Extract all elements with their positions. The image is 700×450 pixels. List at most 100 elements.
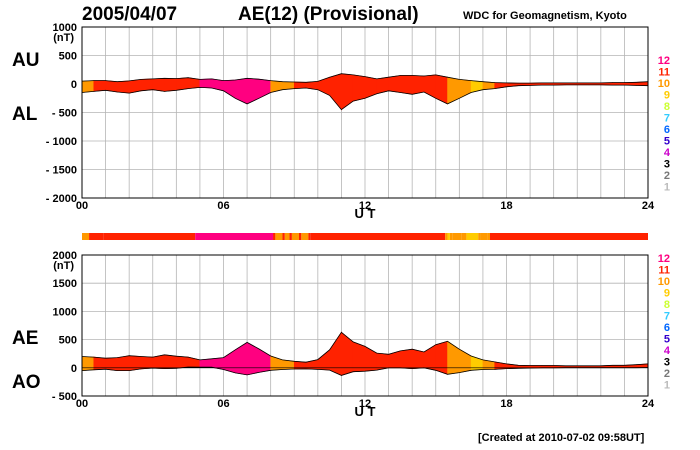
area-segment <box>400 75 413 95</box>
area-segment <box>341 73 354 111</box>
area-segment <box>93 80 106 92</box>
x-tick-label: 24 <box>642 200 655 212</box>
area-segment <box>164 77 177 92</box>
y-tick-label: - 1500 <box>46 165 77 177</box>
legend-label-8: 8 <box>664 299 670 311</box>
area-segment <box>246 77 260 105</box>
y-tick-label: - 500 <box>52 391 77 403</box>
legend-label-6: 6 <box>664 124 670 136</box>
x-tick-label: 12 <box>359 398 371 410</box>
legend-label-3: 3 <box>664 357 670 369</box>
area-segment <box>435 74 448 105</box>
legend-label-12: 12 <box>658 253 670 265</box>
y-tick-label: - 2000 <box>46 193 77 205</box>
area-segment <box>317 349 330 371</box>
area-segment <box>447 340 460 375</box>
x-tick-label: 18 <box>500 398 512 410</box>
area-segment <box>117 355 130 371</box>
legend-label-6: 6 <box>664 322 670 334</box>
legend-label-1: 1 <box>664 380 670 392</box>
activity-segment <box>452 233 462 240</box>
area-segment <box>81 356 95 371</box>
legend-label-10: 10 <box>658 78 670 90</box>
x-tick-label: 18 <box>500 200 512 212</box>
activity-segment <box>289 233 292 240</box>
x-axis-title: U T <box>355 404 376 419</box>
area-segment <box>152 77 165 92</box>
x-tick-label: 12 <box>359 200 371 212</box>
area-segment <box>411 75 425 95</box>
legend-label-4: 4 <box>664 345 671 357</box>
y-tick-label: 1500 <box>53 278 77 290</box>
legend-label-9: 9 <box>664 90 670 102</box>
plot-1 <box>81 26 649 199</box>
area-segment <box>246 341 260 376</box>
ao-label: AO <box>12 372 41 393</box>
area-segment <box>223 79 236 99</box>
activity-segment <box>480 233 488 240</box>
activity-segment <box>284 233 290 240</box>
x-tick-label: 06 <box>217 398 229 410</box>
activity-segment <box>103 233 196 240</box>
x-tick-label: 24 <box>642 398 655 410</box>
legend-label-8: 8 <box>664 101 670 113</box>
activity-segment <box>466 233 479 240</box>
date-label: 2005/04/07 <box>82 4 178 25</box>
activity-segment <box>478 233 481 240</box>
activity-segment <box>489 233 648 240</box>
area-segment <box>223 349 236 374</box>
area-segment <box>435 340 448 375</box>
ae-label: AE <box>12 328 39 349</box>
activity-segment <box>195 233 274 240</box>
y-tick-label: 1000 <box>53 306 77 318</box>
series-line-au <box>81 73 649 84</box>
area-segment <box>341 331 354 376</box>
activity-segment <box>461 233 467 240</box>
activity-segment <box>282 233 285 240</box>
area-segment <box>140 78 154 92</box>
activity-segment <box>291 233 299 240</box>
y-tick-label: 1000 <box>53 22 77 34</box>
legend-label-4: 4 <box>664 147 671 159</box>
x-axis-title: U T <box>355 206 376 221</box>
activity-segment <box>301 233 309 240</box>
area-segment <box>411 348 425 369</box>
y-tick-label: 500 <box>59 335 77 347</box>
series-line-al <box>81 84 649 111</box>
area-segment <box>400 348 413 369</box>
area-segment <box>140 356 154 370</box>
area-segment <box>447 76 460 105</box>
area-segment <box>293 81 307 89</box>
plot-2 <box>81 254 649 397</box>
unit-label: (nT) <box>53 260 74 272</box>
station-activity-bar <box>82 233 648 240</box>
area-segment <box>329 73 342 111</box>
activity-segment <box>487 233 490 240</box>
y-tick-label: 2000 <box>53 250 77 262</box>
area-segment <box>352 341 366 373</box>
activity-segment <box>447 233 450 240</box>
legend-label-7: 7 <box>664 113 670 125</box>
legend-label-11: 11 <box>658 67 670 79</box>
area-segment <box>199 78 213 89</box>
plot-frame <box>81 26 649 199</box>
legend-label-9: 9 <box>664 288 670 300</box>
au-label: AU <box>12 50 40 71</box>
area-segment <box>176 77 189 91</box>
legend-label-11: 11 <box>658 265 670 277</box>
al-label: AL <box>12 104 38 125</box>
legend-label-1: 1 <box>664 182 670 194</box>
activity-segment <box>449 233 453 240</box>
activity-segment <box>310 233 446 240</box>
activity-segment <box>298 233 302 240</box>
area-segment <box>105 357 118 371</box>
activity-segment <box>308 233 311 240</box>
area-segment <box>234 77 248 105</box>
x-tick-label: 06 <box>217 200 229 212</box>
activity-segment <box>82 233 90 240</box>
activity-segment <box>273 233 276 240</box>
activity-segment <box>89 233 104 240</box>
legend-label-2: 2 <box>664 170 670 182</box>
area-segment <box>128 355 142 371</box>
area-segment <box>364 76 378 99</box>
